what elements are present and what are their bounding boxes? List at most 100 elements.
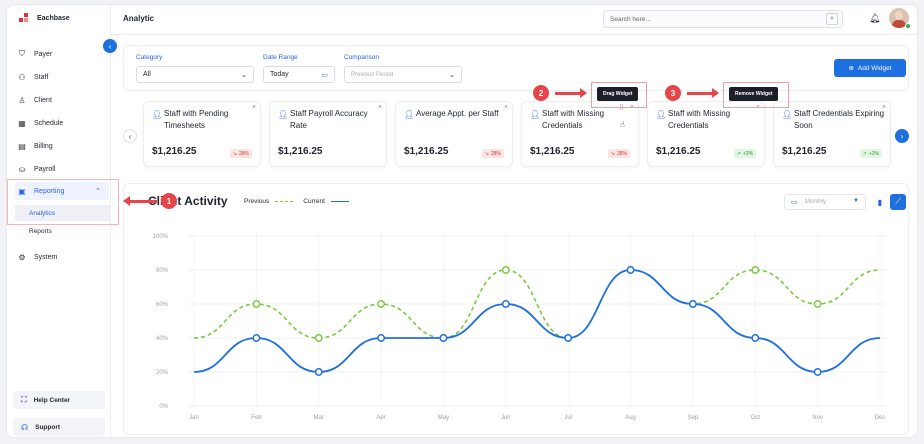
chevron-down-icon: ⌄ (449, 71, 455, 79)
point-current[interactable] (564, 334, 573, 342)
point-previous[interactable] (377, 300, 386, 308)
support-button[interactable]: ☊ Support (13, 418, 105, 436)
widget-card[interactable]: 👤︎ Staff with Missing Credentials × $1,2… (647, 101, 765, 167)
help-center-button[interactable]: ⛶ Help Center (13, 391, 105, 409)
point-previous[interactable] (501, 266, 510, 274)
step-arrow-2 (555, 88, 587, 98)
close-icon[interactable]: × (377, 104, 382, 111)
sidebar-item-label: Schedule (34, 119, 64, 127)
step-arrow-1 (123, 196, 157, 206)
carousel-next-button[interactable]: › (895, 129, 909, 143)
carousel-prev-button[interactable]: ‹ (123, 129, 137, 143)
point-current[interactable] (751, 334, 760, 342)
point-previous[interactable] (813, 300, 822, 308)
plus-circle-icon: ⊕ (848, 65, 854, 72)
chevron-left-icon: ‹ (108, 41, 112, 51)
drag-handle-icon[interactable]: ⠿ (618, 105, 624, 112)
widget-card[interactable]: 👤︎ Staff Payroll Accuracy Rate × $1,216.… (269, 101, 387, 167)
line-chart-toggle[interactable]: ⟋ (890, 194, 906, 210)
point-previous[interactable] (751, 266, 760, 274)
sidebar-item-payer[interactable]: ⛉ Payer (15, 45, 111, 63)
sidebar-item-staff[interactable]: ⚇ Staff (15, 68, 111, 86)
add-widget-button[interactable]: ⊕ Add Widget (834, 59, 906, 77)
x-tick-label: Oct (751, 415, 761, 421)
x-tick-label: Jun (501, 415, 511, 421)
x-tick-label: Jan (189, 415, 199, 421)
comparison-select[interactable]: Previous Period ⌄ (344, 66, 462, 83)
trend-down-icon: ↘ (610, 150, 615, 157)
trend-value: 28% (238, 150, 249, 157)
point-current[interactable] (813, 368, 822, 376)
remove-tooltip-frame (723, 82, 789, 108)
x-tick-label: Apr (376, 415, 385, 421)
x-tick-label: Dec (875, 415, 886, 421)
sidebar-item-schedule[interactable]: ▦ Schedule (15, 114, 111, 132)
widget-card[interactable]: 👤︎ Average Appt. per Staff × $1,216.25 ↘… (395, 101, 513, 167)
sidebar-item-billing[interactable]: ▤ Billing (15, 137, 111, 155)
close-icon[interactable]: × (251, 104, 256, 111)
y-tick-label: 80% (156, 268, 169, 274)
sidebar-subitem-analytics[interactable]: Analytics (15, 205, 111, 221)
step-badge-1: 1 (161, 193, 177, 209)
y-tick-label: 100% (153, 234, 169, 240)
user-icon: 👤︎ (278, 110, 289, 119)
chevron-left-icon: ‹ (128, 131, 132, 141)
category-select[interactable]: All ⌄ (136, 66, 254, 83)
user-icon: ♙ (18, 95, 26, 105)
trend-badge: ↘ 28% (607, 149, 630, 158)
x-tick-label: Nov (812, 415, 823, 421)
close-icon[interactable]: × (881, 104, 886, 111)
widget-value: $1,216.25 (782, 146, 827, 157)
sidebar-item-system[interactable]: ⚙ System (15, 248, 111, 266)
chevron-up-icon: ⌃ (95, 188, 101, 195)
bell-icon[interactable]: 🔔︎ (869, 13, 881, 23)
legend-previous-label: Previous (244, 198, 270, 205)
page-title: Analytic (123, 14, 155, 23)
point-current[interactable] (626, 266, 635, 274)
widget-card[interactable]: 👤︎ Staff with Missing Credentials ⠿ × ☝︎… (521, 101, 639, 167)
widget-card[interactable]: 👤︎ Staff with Pending Timesheets × $1,21… (143, 101, 261, 167)
category-value: All (143, 71, 151, 78)
point-current[interactable] (688, 300, 697, 308)
bar-chart-toggle[interactable]: ▮ (872, 194, 888, 210)
sidebar-collapse-button[interactable]: ‹ (103, 39, 117, 53)
point-current[interactable] (314, 368, 323, 376)
sidebar-item-payroll[interactable]: ⛀ Payroll (15, 160, 111, 178)
point-current[interactable] (377, 334, 386, 342)
brand-name: Eachbase (37, 14, 70, 22)
line-chart: 0% 20% 40% 60% 80% 100% Jan Feb Mar Apr May Jun Jul… (153, 232, 886, 421)
search-icon[interactable]: ⌕ (826, 13, 838, 25)
calendar-icon: ▭ (321, 71, 328, 79)
trend-down-icon: ↘ (484, 150, 489, 157)
trend-badge: ↘ 28% (481, 149, 504, 158)
trend-value: 28% (616, 150, 627, 157)
y-tick-label: 0% (159, 404, 168, 410)
search-input[interactable]: Search here... ⌕ (603, 10, 843, 28)
date-range-input[interactable]: Today ▭ (263, 66, 335, 83)
caret-down-icon: ▼ (853, 198, 859, 204)
point-previous[interactable] (252, 300, 261, 308)
point-current[interactable] (501, 300, 510, 308)
brand-logo[interactable]: Eachbase (19, 13, 70, 23)
sidebar-item-client[interactable]: ♙ Client (15, 91, 111, 109)
support-label: Support (35, 423, 61, 431)
close-icon[interactable]: × (503, 104, 508, 111)
app-window: Eachbase ⛉ Payer ⚇ Staff ♙ Client ▦ Sche… (6, 4, 918, 438)
sidebar-item-label: Payer (34, 50, 53, 58)
sidebar-item-reporting[interactable]: ▣ Reporting ⌃ (15, 182, 109, 200)
chart-legend: Previous Current (244, 198, 349, 205)
sidebar-item-label: Client (34, 96, 52, 104)
sidebar-subitem-reports[interactable]: Reports (15, 223, 111, 239)
avatar[interactable] (889, 8, 909, 28)
widget-value: $1,216.25 (530, 146, 575, 157)
trend-up-icon: ↗ (862, 150, 867, 157)
chevron-down-icon: ⌄ (241, 71, 247, 79)
period-select[interactable]: ▭ Monthly ▼ (784, 194, 866, 210)
widget-title: Staff with Missing Credentials (668, 109, 731, 130)
widget-card[interactable]: 👤︎ Staff Credentials Expiring Soon × $1,… (773, 101, 891, 167)
step-badge-3: 3 (665, 85, 681, 101)
eachbase-logo-icon (19, 13, 29, 23)
point-current[interactable] (439, 334, 448, 342)
point-previous[interactable] (314, 334, 323, 342)
point-current[interactable] (252, 334, 261, 342)
